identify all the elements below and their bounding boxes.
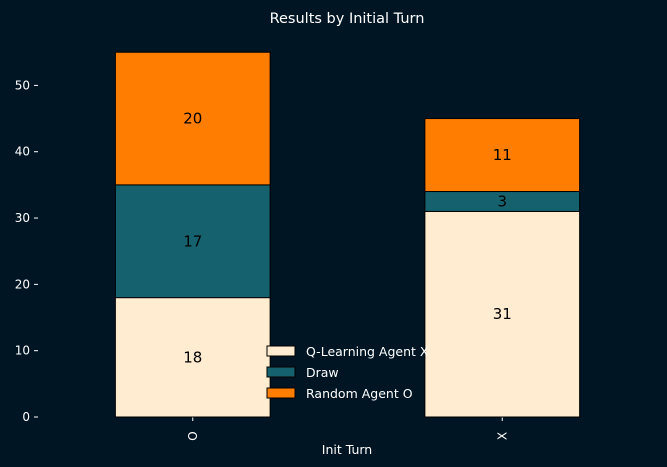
x-tick-label: O xyxy=(186,431,200,440)
bar-segment xyxy=(424,210,581,418)
y-tick-label: 10 xyxy=(15,344,30,358)
legend-swatch xyxy=(266,345,296,357)
bar-segment xyxy=(114,51,271,186)
legend-swatch xyxy=(266,387,296,399)
legend-label: Q-Learning Agent X xyxy=(306,344,429,359)
value-labels-group: 18 17 20 31 3 11 xyxy=(183,110,512,367)
bar-segment xyxy=(424,118,581,193)
chart-title: Results by Initial Turn xyxy=(270,11,425,27)
bar-value-label: 20 xyxy=(183,110,202,128)
bar-value-label: 31 xyxy=(493,305,512,323)
legend-swatch xyxy=(266,366,296,378)
bars-group xyxy=(114,51,581,418)
y-tick-label: 40 xyxy=(15,145,30,159)
legend: Q-Learning Agent X Draw Random Agent O xyxy=(266,344,429,401)
bar-value-label: 17 xyxy=(183,232,202,250)
y-tick-label: 50 xyxy=(15,78,30,92)
y-tick-label: 30 xyxy=(15,211,30,225)
bar-segment xyxy=(114,297,271,418)
bar-value-label: 3 xyxy=(497,192,507,210)
legend-label: Random Agent O xyxy=(306,386,413,401)
bar-value-label: 18 xyxy=(183,348,202,366)
bar-segment xyxy=(114,184,271,299)
y-axis: 0 10 20 30 40 50 xyxy=(15,78,38,424)
x-axis-label: Init Turn xyxy=(322,442,372,457)
legend-label: Draw xyxy=(306,365,339,380)
x-tick-label: X xyxy=(495,432,509,440)
bar-value-label: 11 xyxy=(493,146,512,164)
y-tick-label: 20 xyxy=(15,277,30,291)
y-tick-label: 0 xyxy=(22,410,30,424)
